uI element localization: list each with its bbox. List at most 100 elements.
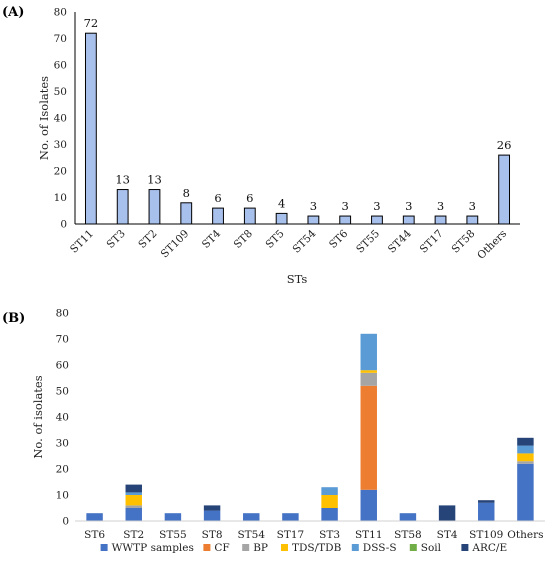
legend-label: WWTP samples [112,542,194,554]
panel-b-bar-segment [478,502,495,521]
legend-swatch [242,544,250,551]
panel-b-y-tick-label: 20 [56,464,69,476]
panel-a-bar [116,189,129,225]
panel-b-bar-segment [321,508,338,521]
panel-a-label: (A) [2,5,24,20]
panel-a-y-tick-label: 50 [54,86,67,98]
panel-a-x-tick-label: ST55 [354,228,382,256]
panel-a-data-label: 72 [84,16,99,30]
panel-b-bar-segment [203,510,221,521]
panel-a-x-tick-label: ST3 [105,228,128,251]
panel-a-bar [307,215,320,225]
panel-a-data-label: 3 [342,199,349,213]
panel-a-bar [498,154,511,225]
panel-b-bar-segment [203,505,221,511]
panel-a-plot: 0 10 20 30 40 50 60 70 80 72 ST11 13 ST3 13 ST2 8 ST109 6… [54,7,520,262]
panel-a-x-tick-label: ST4 [200,227,223,250]
panel-a-y-tick-label: 70 [54,33,67,45]
panel-b-y-tick-label: 0 [62,516,69,528]
panel-a-data-label: 13 [115,173,130,187]
legend-swatch [461,544,469,551]
panel-a-bar [212,207,224,225]
panel-b-y-tick-label: 80 [56,308,69,320]
panel-b-bar-segment [438,505,456,521]
legend-swatch [100,544,108,551]
panel-a-x-tick-label: ST58 [449,228,477,256]
panel-b-bar-segment [125,505,142,508]
panel-b-x-tick-label: ST55 [159,529,187,541]
panel-b-bar-segment [125,495,142,506]
panel-b-bar-segment [399,513,417,521]
panel-b-x-tick-label: ST3 [319,529,340,541]
panel-b-bar-segment [517,437,534,446]
panel-a-bar [243,207,256,225]
panel-a-y-axis-title: No. of Isolates [37,76,51,160]
panel-a-y-tick-label: 80 [54,7,67,19]
panel-b-bar-segment [125,492,142,495]
panel-b-bar-segment [282,513,299,521]
panel-b-x-tick-label: ST2 [123,529,144,541]
panel-a-x-tick-label: ST109 [159,228,192,261]
panel-a-x-tick-label: ST11 [68,228,96,256]
panel-a-bar [466,215,479,225]
panel-a-x-tick-label: ST2 [136,228,159,251]
panel-b-legend: WWTP samples CF BP TDS/TDB DSS-S Soil ARC/E [100,542,507,554]
panel-b-bar-segment [164,513,182,521]
panel-b-x-tick-label: ST54 [237,529,265,541]
legend-swatch [281,544,288,551]
panel-b-bar-segment [360,333,377,371]
panel-b-bar-segment [517,463,534,521]
panel-a-bar [402,215,415,225]
panel-a-bar [148,189,161,225]
panel-b-bar-segment [321,487,338,495]
panel-a-y-tick-label: 60 [54,60,67,72]
panel-b-y-tick-label: 50 [56,386,69,398]
panel-b-y-tick-label: 30 [56,438,69,450]
panel-b-bar-segment [360,489,377,521]
panel-b-bar-segment [86,513,103,521]
panel-a-data-label: 3 [437,199,444,213]
panel-b-y-tick-label: 10 [56,490,69,502]
panel-b-bar-segment [360,370,377,373]
panel-a-data-label: 6 [246,191,253,205]
panel-b-bar-segment [125,508,142,521]
panel-a-data-label: 13 [147,173,162,187]
panel-a-y-tick-label: 40 [54,113,67,125]
panel-b-y-tick-label: 60 [56,360,69,372]
panel-b-bar-segment [517,461,534,464]
panel-b-x-tick-label: ST109 [469,529,503,541]
panel-a-data-label: 8 [183,186,190,200]
legend-label: Soil [421,542,442,554]
panel-b-y-axis-title: No. of isolates [31,375,45,458]
panel-b-x-tick-label: ST8 [202,529,223,541]
panel-a-x-tick-label: ST17 [418,228,446,256]
panel-b-bar-segment [517,445,534,454]
panel-a-y-tick-label: 20 [54,166,67,178]
panel-a-data-label: 3 [373,199,380,213]
panel-a-data-label: 4 [278,196,285,210]
legend-label: DSS-S [363,542,397,554]
panel-a-y-tick-label: 30 [54,139,67,151]
panel-b-x-tick-label: Others [507,529,543,541]
panel-b-label: (B) [2,311,25,326]
legend-label: TDS/TDB [292,542,342,554]
panel-a-data-label: 3 [469,199,476,213]
panel-a-bar [180,202,193,225]
panel-a-bar [434,215,447,225]
panel-a-x-axis-title: STs [287,272,308,286]
panel-b-bar-segment [243,513,260,521]
panel-a-bar [84,32,97,225]
legend-label: BP [253,542,268,554]
panel-b-x-tick-label: ST11 [355,529,383,541]
panel-a-bar [371,215,383,225]
panel-a-data-label: 3 [310,199,317,213]
legend-label: CF [214,542,229,554]
panel-b-bar-segment [321,495,338,508]
panel-b-y-tick-label: 40 [56,412,69,424]
legend-label: ARC/E [471,542,507,554]
panel-b-x-tick-label: ST58 [394,529,422,541]
panel-b-bar-segment [360,372,377,386]
panel-a-x-tick-label: Others [475,228,509,262]
panel-a-y-tick-label: 10 [54,192,67,204]
